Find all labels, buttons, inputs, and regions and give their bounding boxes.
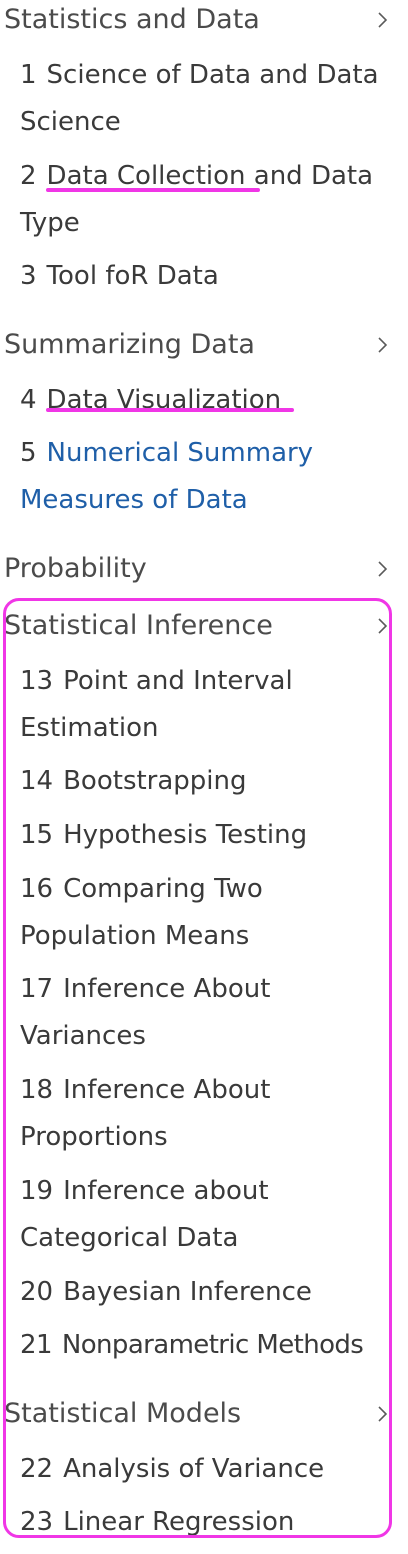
- item-number: 20: [20, 1277, 54, 1307]
- section-title: Statistics and Data: [4, 4, 260, 35]
- toc-item-5[interactable]: 5 Numerical Summary Measures of Data: [20, 430, 390, 524]
- chevron-right-icon: [374, 617, 392, 635]
- chevron-right-icon: [374, 336, 392, 354]
- item-number: 18: [20, 1075, 54, 1105]
- toc-item-3[interactable]: 3 Tool foR Data: [20, 253, 390, 300]
- item-number: 13: [20, 666, 54, 696]
- toc-item-14[interactable]: 14 Bootstrapping: [20, 758, 390, 805]
- toc-item-15[interactable]: 15 Hypothesis Testing: [20, 812, 390, 859]
- chevron-right-icon: [374, 11, 392, 29]
- item-title: Point and Interval Estimation: [20, 666, 293, 743]
- item-number: 21: [20, 1330, 52, 1360]
- annotation-underline: [46, 408, 294, 412]
- chevron-right-icon: [374, 560, 392, 578]
- section-header-statistical-inference[interactable]: Statistical Inference: [4, 603, 408, 649]
- toc-item-19[interactable]: 19 Inference about Categorical Data: [20, 1168, 390, 1262]
- section-header-summarizing-data[interactable]: Summarizing Data: [4, 322, 408, 368]
- item-number: 22: [20, 1454, 54, 1484]
- item-title: Science of Data and Data Science: [20, 60, 379, 137]
- toc-item-22[interactable]: 22 Analysis of Variance: [20, 1446, 390, 1493]
- item-title: Linear Regression: [63, 1507, 295, 1537]
- toc-item-18[interactable]: 18 Inference About Proportions: [20, 1067, 390, 1161]
- section-header-probability[interactable]: Probability: [4, 546, 408, 592]
- item-title: Bootstrapping: [63, 766, 247, 796]
- toc-item-21[interactable]: 21 Nonparametric Methods: [20, 1322, 402, 1369]
- toc-item-13[interactable]: 13 Point and Interval Estimation: [20, 658, 390, 752]
- item-number: 4: [20, 385, 37, 415]
- item-title: Tool foR Data: [46, 261, 219, 291]
- section-header-statistics-and-data[interactable]: Statistics and Data: [4, 0, 408, 43]
- item-title: Bayesian Inference: [63, 1277, 312, 1307]
- toc-item-4[interactable]: 4 Data Visualization: [20, 377, 390, 424]
- section-header-statistical-models[interactable]: Statistical Models: [4, 1391, 408, 1437]
- item-title: Data Collection and Data Type: [20, 161, 374, 238]
- item-number: 3: [20, 261, 37, 291]
- item-title-link[interactable]: Numerical Summary Measures of Data: [20, 438, 314, 515]
- item-number: 19: [20, 1176, 54, 1206]
- toc-item-16[interactable]: 16 Comparing Two Population Means: [20, 866, 390, 960]
- section-title: Summarizing Data: [4, 329, 255, 360]
- item-title: Comparing Two Population Means: [20, 874, 263, 951]
- toc-item-2[interactable]: 2 Data Collection and Data Type: [20, 153, 390, 247]
- item-title: Inference About Proportions: [20, 1075, 271, 1152]
- item-title: Inference About Variances: [20, 974, 271, 1051]
- chevron-right-icon: [374, 1405, 392, 1423]
- item-number: 5: [20, 438, 37, 468]
- annotation-underline: [46, 188, 260, 192]
- toc-item-17[interactable]: 17 Inference About Variances: [20, 966, 390, 1060]
- item-title: Nonparametric Methods: [61, 1330, 364, 1360]
- section-title: Probability: [4, 553, 147, 584]
- item-number: 15: [20, 820, 54, 850]
- section-title: Statistical Inference: [4, 610, 273, 641]
- item-number: 14: [20, 766, 54, 796]
- item-title: Hypothesis Testing: [63, 820, 308, 850]
- item-number: 1: [20, 60, 37, 90]
- item-title: Analysis of Variance: [63, 1454, 325, 1484]
- toc-item-1[interactable]: 1 Science of Data and Data Science: [20, 52, 390, 146]
- item-number: 23: [20, 1507, 54, 1537]
- item-number: 17: [20, 974, 54, 1004]
- toc-item-23[interactable]: 23 Linear Regression: [20, 1499, 390, 1546]
- item-title: Inference about Categorical Data: [20, 1176, 269, 1253]
- toc-item-20[interactable]: 20 Bayesian Inference: [20, 1269, 390, 1316]
- section-title: Statistical Models: [4, 1398, 242, 1429]
- item-number: 2: [20, 161, 37, 191]
- item-number: 16: [20, 874, 54, 904]
